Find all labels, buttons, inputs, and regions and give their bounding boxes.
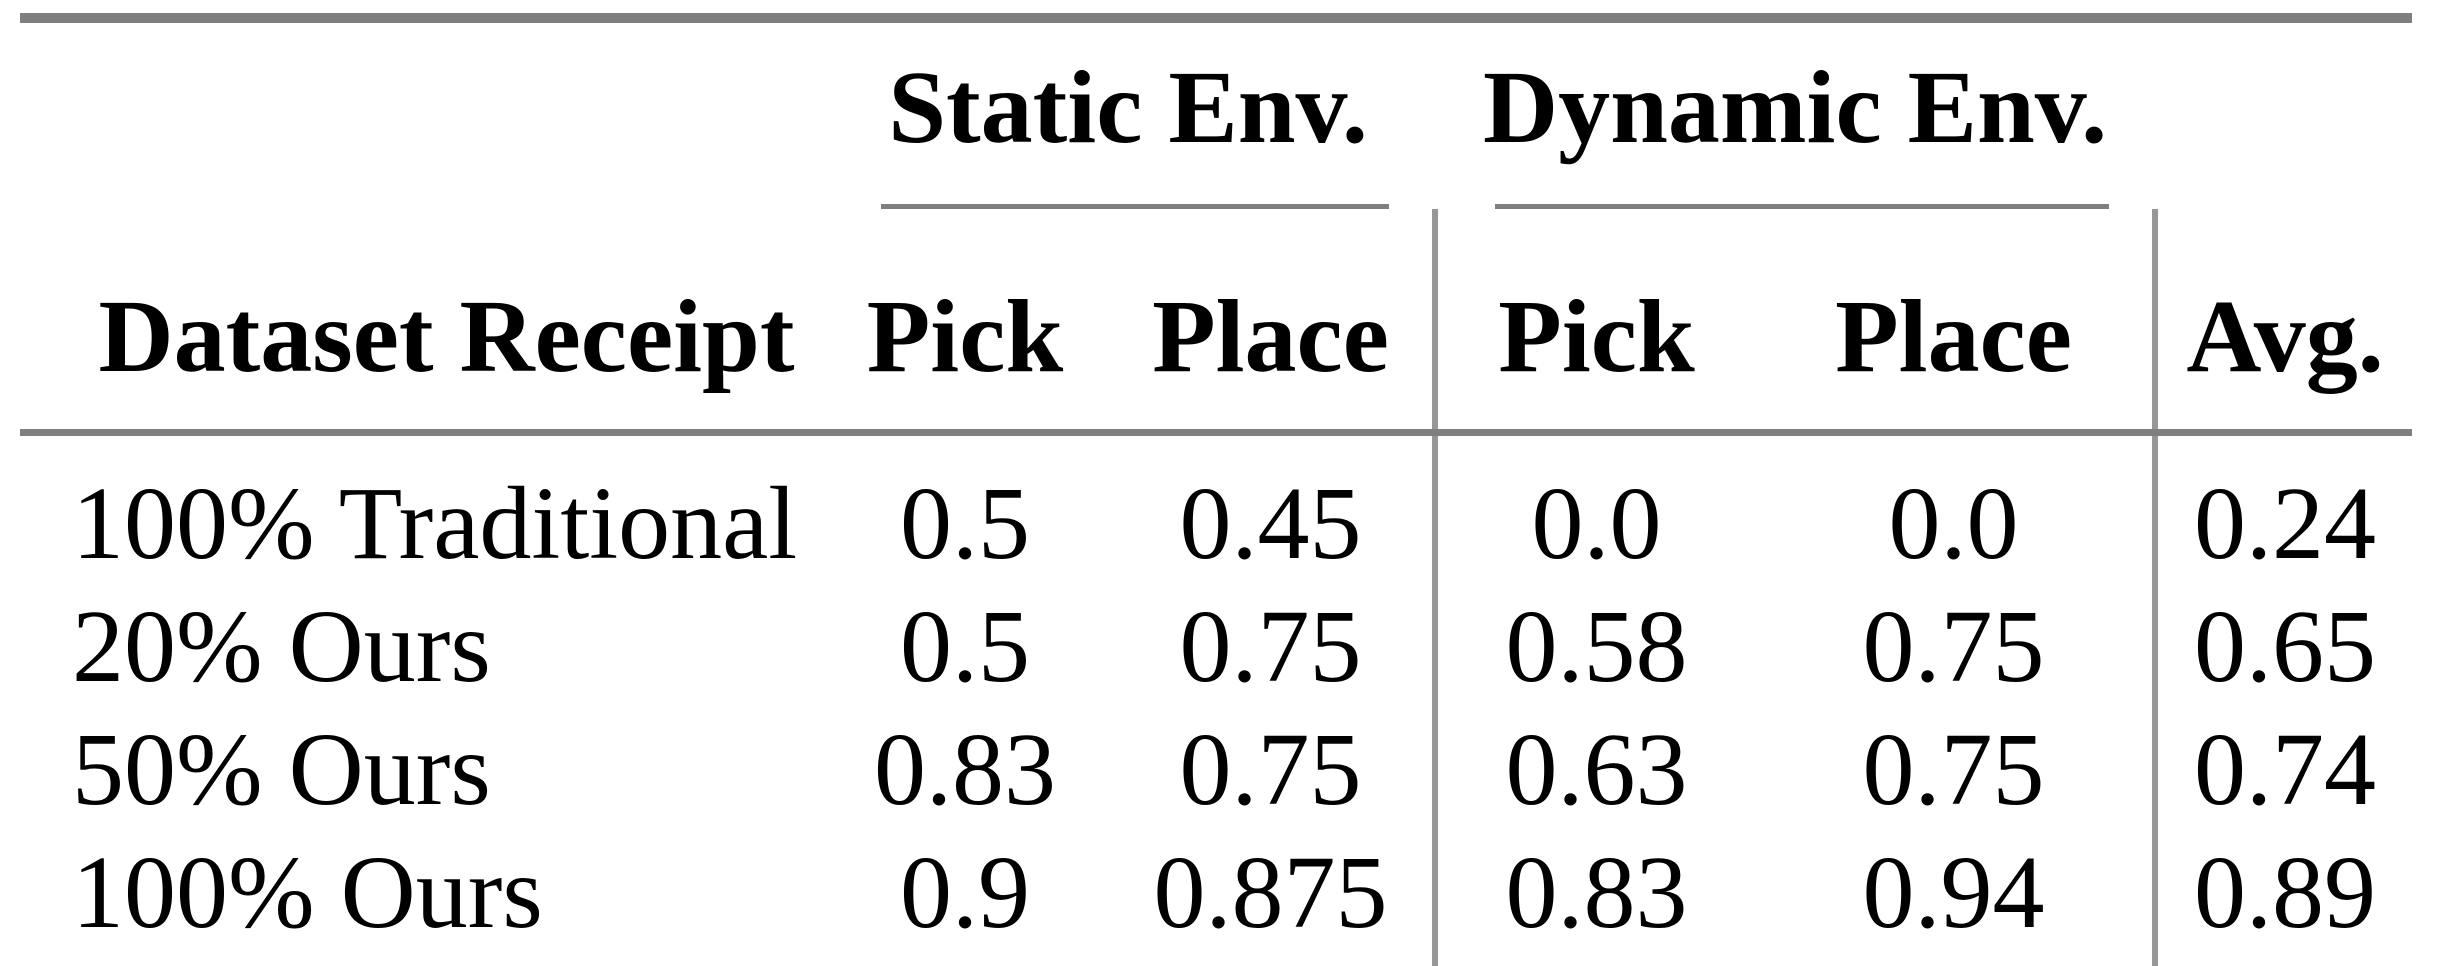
static-pick-cell: 0.9	[900, 834, 1030, 950]
dataset-receipt-cell: 50% Ours	[72, 711, 491, 827]
static-place-cell: 0.75	[1179, 711, 1362, 827]
spacer-cell	[2155, 18, 2412, 209]
cmidrule-static	[881, 204, 1390, 209]
dynamic-place-cell: 0.94	[1862, 834, 2045, 950]
col-header-avg: Avg.	[2152, 209, 2413, 436]
col-header-dynamic-pick: Pick	[1432, 209, 1756, 436]
dataset-receipt-cell: 100% Ours	[72, 834, 543, 950]
dataset-receipt-cell: 20% Ours	[72, 588, 491, 704]
table-row: 20% Ours 0.5 0.75 0.58 0.75 0.65	[20, 585, 2413, 708]
dynamic-place-cell: 0.0	[1888, 465, 2019, 581]
col-header-dynamic-place: Place	[1755, 209, 2156, 436]
static-place-cell: 0.45	[1179, 465, 1362, 581]
col-header-static-place: Place	[1109, 209, 1436, 436]
avg-cell: 0.74	[2152, 708, 2413, 831]
dynamic-pick-cell: 0.58	[1432, 585, 1756, 708]
avg-cell: 0.65	[2152, 585, 2413, 708]
dataset-receipt-cell: 100% Traditional	[72, 465, 798, 581]
spacer-cell	[20, 18, 821, 209]
cmidrule-dynamic	[1495, 204, 2110, 209]
dynamic-env-group-header: Dynamic Env.	[1435, 18, 2155, 209]
static-place-cell: 0.875	[1153, 834, 1388, 950]
col-header-dataset-receipt: Dataset Receipt	[20, 209, 821, 436]
group-header-row: Static Env. Dynamic Env.	[20, 18, 2412, 209]
table-row: 100% Traditional 0.5 0.45 0.0 0.0 0.24	[20, 432, 2413, 585]
static-pick-cell: 0.5	[900, 588, 1030, 704]
static-place-cell: 0.75	[1179, 588, 1362, 704]
dynamic-pick-cell: 0.0	[1432, 432, 1756, 585]
static-env-label: Static Env.	[888, 50, 1368, 165]
dynamic-place-cell: 0.75	[1862, 711, 2045, 827]
table-row: 100% Ours 0.9 0.875 0.83 0.94 0.89	[20, 831, 2413, 966]
avg-cell: 0.89	[2152, 831, 2413, 966]
static-pick-cell: 0.5	[900, 465, 1030, 581]
dynamic-env-label: Dynamic Env.	[1482, 50, 2108, 165]
results-table: Static Env. Dynamic Env. Dataset Receipt…	[20, 13, 2413, 966]
dynamic-place-cell: 0.75	[1862, 588, 2045, 704]
dynamic-pick-cell: 0.63	[1432, 708, 1756, 831]
table-row: 50% Ours 0.83 0.75 0.63 0.75 0.74	[20, 708, 2413, 831]
static-pick-cell: 0.83	[874, 711, 1056, 827]
dynamic-pick-cell: 0.83	[1432, 831, 1756, 966]
column-header-row: Dataset Receipt Pick Place Pick Place Av…	[20, 209, 2413, 436]
col-header-static-pick: Pick	[821, 209, 1109, 436]
static-env-group-header: Static Env.	[821, 18, 1435, 209]
avg-cell: 0.24	[2152, 432, 2413, 585]
